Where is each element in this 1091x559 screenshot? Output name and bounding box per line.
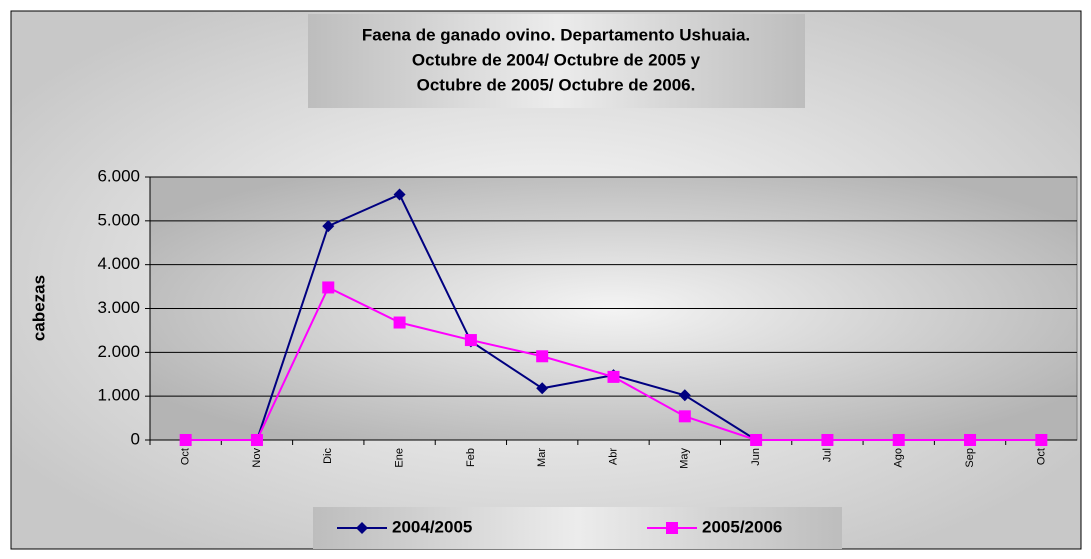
data-point — [322, 281, 335, 294]
data-point — [179, 434, 192, 446]
data-point — [393, 188, 406, 201]
x-tick-label: May — [679, 448, 691, 469]
y-tick-label: 4.000 — [97, 254, 140, 273]
y-tick-label: 0 — [131, 429, 140, 448]
y-axis-label: cabezas — [29, 275, 48, 341]
data-point — [607, 370, 620, 383]
x-tick-label: Nov — [251, 448, 263, 468]
x-tick-label: Oct — [1035, 448, 1047, 465]
legend-label: 2004/2005 — [392, 517, 472, 536]
legend-box — [313, 507, 842, 549]
data-point — [678, 389, 691, 402]
x-tick-label: Feb — [465, 448, 477, 467]
title-box — [308, 14, 805, 108]
data-point — [750, 434, 763, 446]
legend-label: 2005/2006 — [702, 517, 782, 536]
data-point — [250, 434, 263, 446]
data-point — [892, 434, 905, 446]
data-point — [464, 334, 477, 347]
data-point — [1035, 434, 1048, 446]
data-point — [678, 410, 691, 423]
y-tick-label: 6.000 — [97, 166, 140, 185]
y-tick-label: 1.000 — [97, 386, 140, 405]
data-point — [821, 434, 834, 446]
x-tick-label: Abr — [607, 448, 619, 465]
data-point — [536, 382, 549, 395]
legend-marker — [356, 522, 368, 534]
x-tick-label: Jun — [750, 448, 762, 466]
x-tick-label: Oct — [180, 448, 192, 465]
x-tick-label: Sep — [964, 448, 976, 468]
chart-title: Octubre de 2005/ Octubre de 2006. — [417, 75, 696, 94]
chart-title: Faena de ganado ovino. Departamento Ushu… — [362, 25, 750, 44]
legend-marker — [666, 522, 678, 534]
data-point — [536, 350, 549, 363]
y-tick-label: 5.000 — [97, 210, 140, 229]
x-tick-label: Ago — [893, 448, 905, 468]
data-point — [393, 316, 406, 329]
x-tick-label: Jul — [821, 448, 833, 462]
y-tick-label: 2.000 — [97, 342, 140, 361]
y-tick-label: 3.000 — [97, 298, 140, 317]
data-point — [322, 220, 335, 233]
data-point — [964, 434, 977, 446]
x-tick-label: Mar — [536, 448, 548, 467]
x-tick-label: Ene — [393, 448, 405, 468]
chart-title: Octubre de 2004/ Octubre de 2005 y — [412, 50, 701, 69]
x-tick-label: Dic — [322, 448, 334, 464]
